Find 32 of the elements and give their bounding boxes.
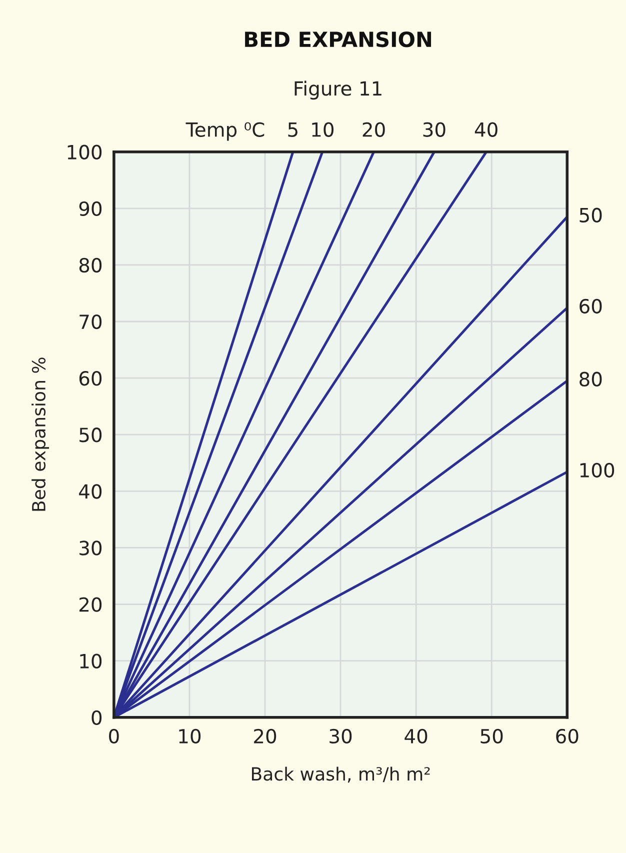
series-label: 10 [312,122,334,137]
series-label: 40 [474,122,498,137]
x-axis-title: Back wash, m³/h m² [252,766,430,783]
y-tick-label: 30 [80,540,102,556]
y-tick-label: 50 [80,428,102,442]
y-tick-label: 20 [80,597,102,612]
series-label: 5 [288,122,298,137]
y-tick-label: 10 [80,654,102,668]
legend-title: Temp ⁰C [186,122,264,141]
y-tick-label: 70 [80,314,102,330]
series-label: 20 [362,122,385,137]
x-tick-label: 60 [556,728,578,744]
y-tick-label: 0 [92,710,102,726]
chart-subtitle: Figure 11 [294,80,382,100]
y-tick-label: 100 [68,144,102,160]
chart-title: BED EXPANSION [245,31,432,48]
y-tick-label: 90 [79,201,102,216]
y-axis-title: Bed expansion % [32,358,50,511]
x-tick-label: 30 [330,728,352,744]
x-tick-label: 20 [254,728,276,744]
x-tick-label: 10 [179,728,201,744]
y-tick-label: 60 [79,371,102,386]
series-label: 50 [580,208,602,223]
series-label: 100 [580,462,614,478]
series-label: 80 [580,372,602,387]
series-label: 30 [423,122,446,137]
y-tick-label: 40 [79,484,102,499]
x-tick-label: 0 [109,728,119,744]
x-tick-label: 40 [404,728,428,744]
series-label: 60 [580,298,602,314]
x-tick-label: 50 [480,728,503,744]
y-tick-label: 80 [79,258,102,273]
